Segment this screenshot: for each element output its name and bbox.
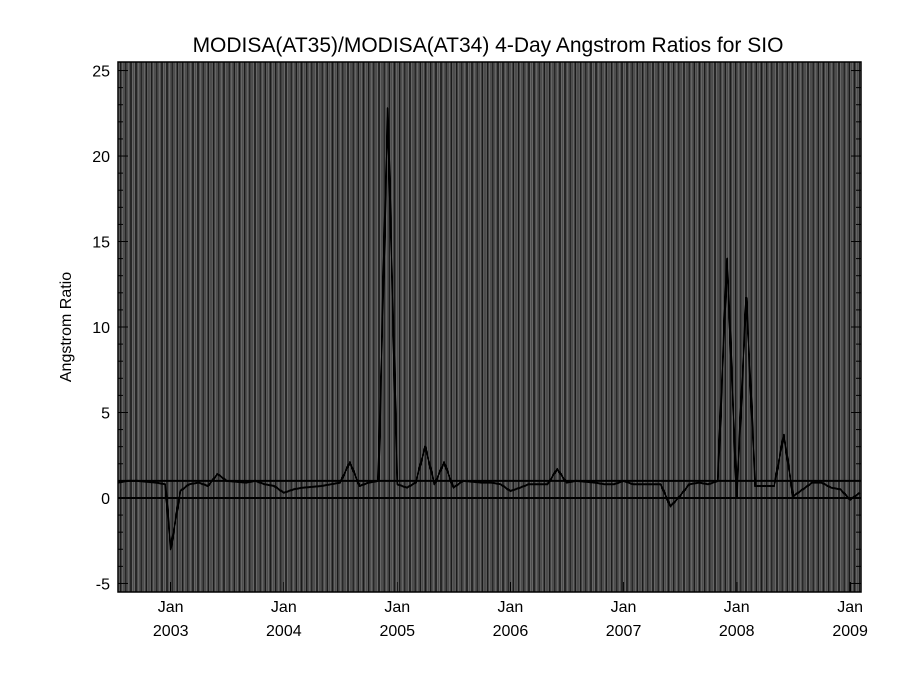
x-tick-label-year: 2007 (606, 623, 642, 640)
chart-title: MODISA(AT35)/MODISA(AT34) 4-Day Angstrom… (193, 34, 784, 57)
y-axis: -5 0 5 10 15 20 25 (92, 64, 861, 593)
vertical-grid-lines (118, 62, 862, 592)
y-tick-label: 20 (92, 149, 110, 166)
y-tick-label: 0 (101, 491, 110, 508)
series-line (117, 107, 861, 551)
y-tick-label: 15 (92, 235, 110, 252)
x-axis: Jan 2003 Jan 2004 Jan 2005 Jan 2006 Jan 2007 Jan 20… (153, 582, 868, 640)
y-tick-label: 5 (101, 405, 110, 422)
y-axis-label: Angstrom Ratio (58, 272, 75, 382)
y-tick-label: 25 (92, 64, 110, 81)
y-tick-label: 10 (92, 320, 110, 337)
x-tick-label-year: 2003 (153, 623, 189, 640)
x-tick-label-month: Jan (158, 599, 184, 616)
x-tick-label-month: Jan (384, 599, 410, 616)
x-tick-label-month: Jan (498, 599, 524, 616)
x-tick-label-month: Jan (724, 599, 750, 616)
y-tick-label: -5 (96, 576, 110, 593)
grid-line-set (118, 62, 862, 592)
x-tick-label-year: 2005 (379, 623, 415, 640)
x-tick-label-month: Jan (271, 599, 297, 616)
x-tick-label-month: Jan (611, 599, 637, 616)
x-tick-label-year: 2009 (832, 623, 868, 640)
x-tick-label-year: 2006 (493, 623, 529, 640)
x-tick-label-month: Jan (837, 599, 863, 616)
x-tick-label-year: 2008 (719, 623, 755, 640)
series-layer (117, 107, 861, 551)
x-tick-label-year: 2004 (266, 623, 302, 640)
